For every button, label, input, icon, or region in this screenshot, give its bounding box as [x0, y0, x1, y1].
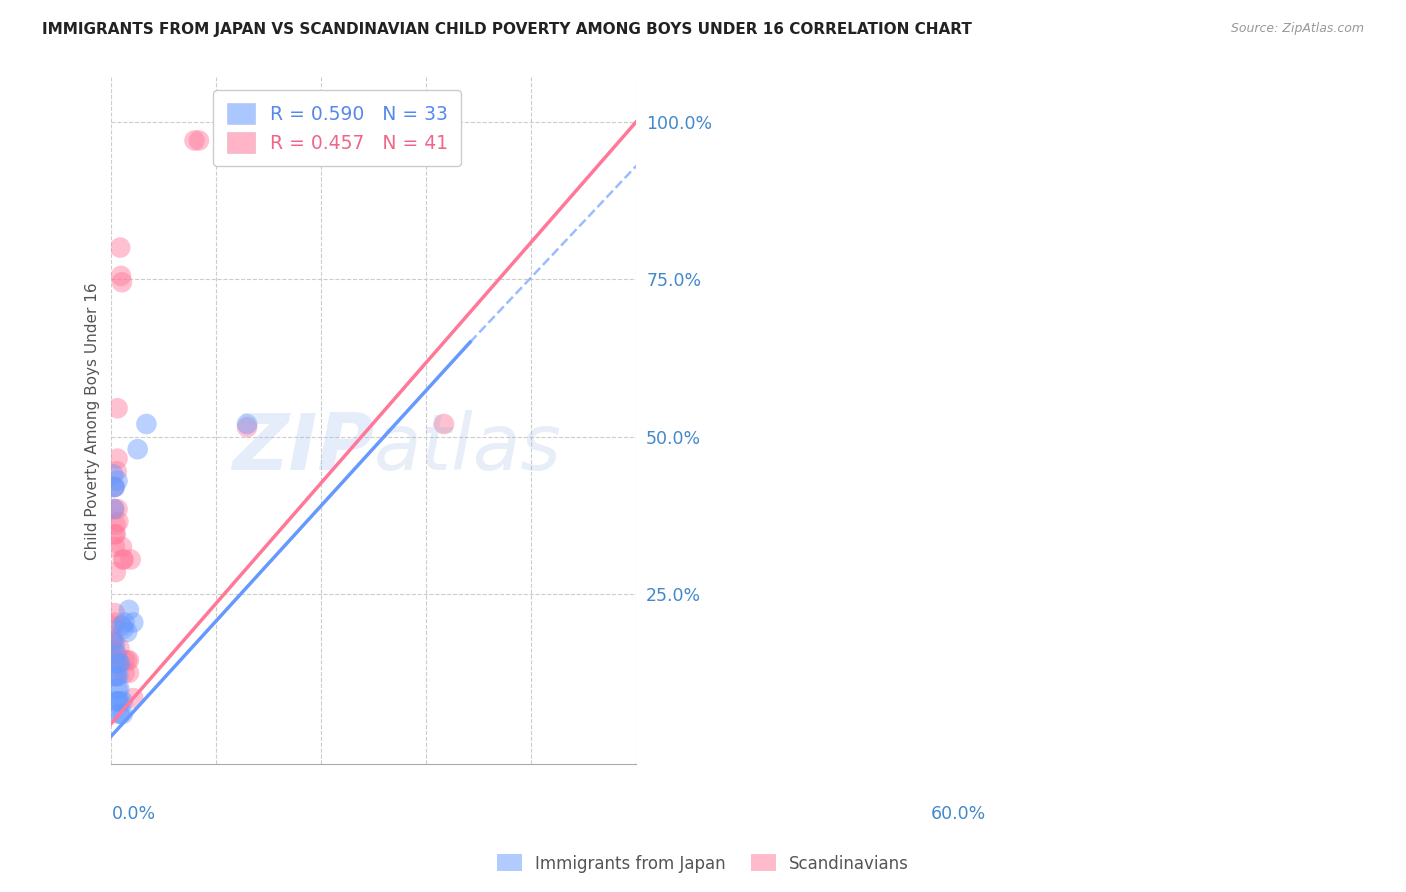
- Point: [104, 527, 127, 541]
- Point: [108, 694, 131, 708]
- Point: [105, 669, 128, 683]
- Legend: Immigrants from Japan, Scandinavians: Immigrants from Japan, Scandinavians: [491, 847, 915, 880]
- Point: [104, 669, 127, 683]
- Point: [103, 644, 125, 658]
- Point: [107, 502, 129, 516]
- Point: [135, 417, 157, 431]
- Point: [107, 401, 129, 416]
- Point: [118, 603, 141, 617]
- Point: [104, 527, 127, 541]
- Text: 0.0%: 0.0%: [111, 805, 156, 823]
- Point: [103, 634, 125, 648]
- Point: [101, 632, 124, 646]
- Point: [101, 634, 124, 648]
- Point: [433, 417, 456, 431]
- Point: [127, 442, 149, 457]
- Y-axis label: Child Poverty Among Boys Under 16: Child Poverty Among Boys Under 16: [86, 282, 100, 559]
- Point: [108, 241, 131, 255]
- Point: [104, 606, 127, 620]
- Text: atlas: atlas: [374, 410, 562, 486]
- Point: [104, 480, 127, 494]
- Point: [108, 706, 131, 721]
- Point: [101, 634, 124, 648]
- Point: [236, 420, 259, 434]
- Point: [110, 268, 132, 283]
- Text: Source: ZipAtlas.com: Source: ZipAtlas.com: [1230, 22, 1364, 36]
- Point: [107, 451, 129, 466]
- Point: [111, 552, 134, 566]
- Point: [103, 480, 125, 494]
- Legend: R = 0.590   N = 33, R = 0.457   N = 41: R = 0.590 N = 33, R = 0.457 N = 41: [214, 90, 461, 166]
- Point: [107, 694, 129, 708]
- Point: [104, 657, 127, 671]
- Point: [101, 669, 124, 683]
- Point: [118, 665, 141, 680]
- Text: 60.0%: 60.0%: [931, 805, 987, 823]
- Point: [107, 657, 129, 671]
- Point: [108, 681, 131, 696]
- Point: [115, 624, 138, 639]
- Point: [114, 665, 136, 680]
- Point: [107, 694, 129, 708]
- Text: IMMIGRANTS FROM JAPAN VS SCANDINAVIAN CHILD POVERTY AMONG BOYS UNDER 16 CORRELAT: IMMIGRANTS FROM JAPAN VS SCANDINAVIAN CH…: [42, 22, 972, 37]
- Point: [111, 618, 134, 632]
- Point: [107, 669, 129, 683]
- Point: [120, 552, 142, 566]
- Point: [122, 691, 145, 706]
- Point: [107, 474, 129, 488]
- Point: [107, 515, 129, 529]
- Point: [111, 706, 134, 721]
- Point: [104, 517, 127, 532]
- Point: [115, 653, 138, 667]
- Point: [101, 618, 124, 632]
- Point: [108, 640, 131, 655]
- Point: [104, 694, 127, 708]
- Point: [187, 133, 209, 147]
- Point: [103, 502, 125, 516]
- Text: ZIP: ZIP: [232, 410, 374, 486]
- Point: [103, 502, 125, 516]
- Point: [122, 615, 145, 630]
- Point: [103, 480, 125, 494]
- Point: [104, 540, 127, 554]
- Point: [105, 647, 128, 661]
- Point: [101, 657, 124, 671]
- Point: [112, 552, 135, 566]
- Point: [111, 275, 134, 289]
- Point: [104, 615, 127, 630]
- Point: [111, 694, 134, 708]
- Point: [118, 653, 141, 667]
- Point: [101, 467, 124, 482]
- Point: [104, 638, 127, 652]
- Point: [105, 464, 128, 478]
- Point: [114, 615, 136, 630]
- Point: [107, 681, 129, 696]
- Point: [108, 706, 131, 721]
- Point: [114, 653, 136, 667]
- Point: [104, 565, 127, 579]
- Point: [101, 650, 124, 665]
- Point: [108, 657, 131, 671]
- Point: [236, 417, 259, 431]
- Point: [107, 653, 129, 667]
- Point: [183, 133, 205, 147]
- Point: [112, 622, 135, 636]
- Point: [111, 540, 134, 554]
